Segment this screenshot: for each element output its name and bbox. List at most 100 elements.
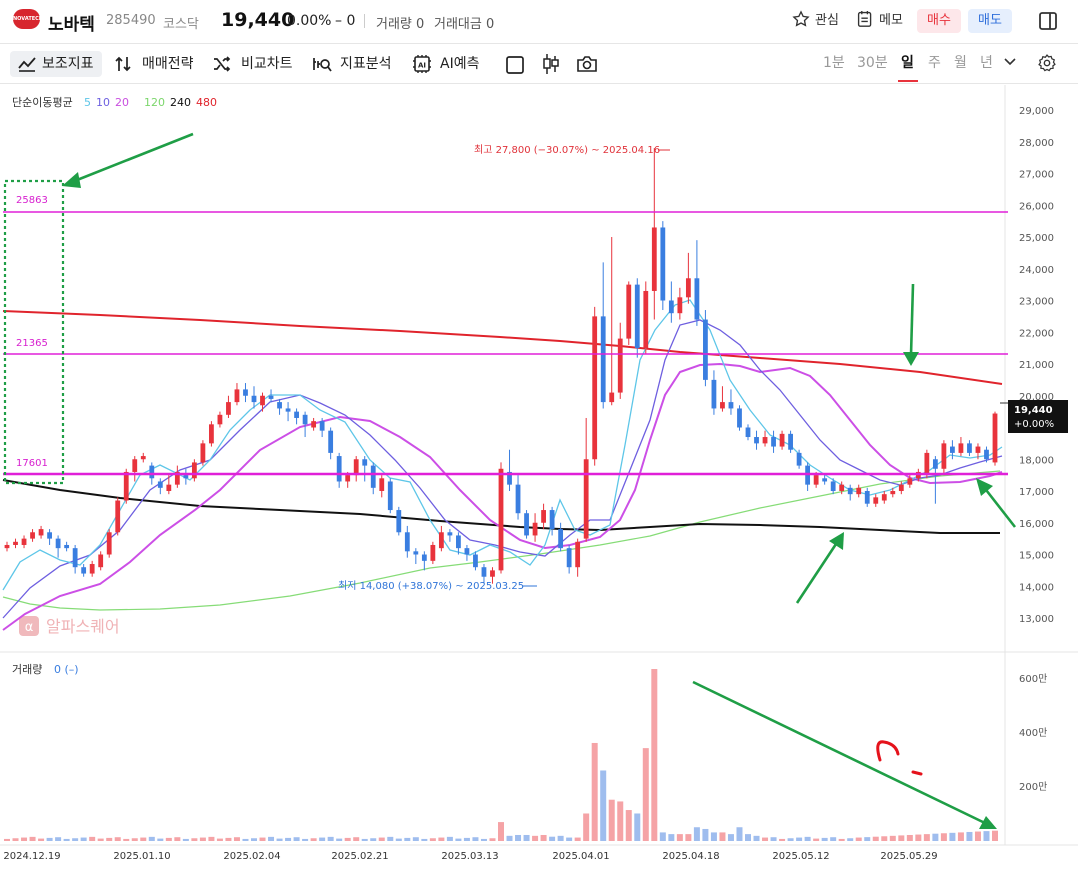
period-1min[interactable]: 1분 [823,55,845,71]
volume-bar [847,838,854,841]
volume-bar [310,838,317,841]
memo-icon[interactable] [857,10,873,28]
current-price-value: 19,440 [1014,405,1053,416]
volume-series [4,669,998,841]
favorite-button[interactable]: 관심 [815,13,839,28]
header-divider [364,14,365,28]
volume-bar [259,837,266,841]
split-layout-icon[interactable] [1038,11,1058,31]
trend-line-icon [18,57,36,72]
volume-bar [157,838,164,841]
volume-bar [702,828,709,841]
period-day[interactable]: 일 [901,55,914,71]
indicator-tool-button[interactable]: 보조지표 [10,51,102,77]
price-tick-label: 15,000 [1019,551,1054,562]
candle-body [984,449,989,460]
square-draw-icon[interactable] [505,55,525,75]
period-year[interactable]: 년 [980,55,993,71]
volume-bar [344,837,351,841]
ma-legend-value: 240 [170,96,191,109]
gear-icon[interactable] [1037,53,1057,73]
candle-body [200,443,206,463]
up-down-arrows-icon [115,56,131,72]
volume-bar [123,838,130,841]
chevron-down-icon[interactable] [1004,57,1016,67]
price-tick-label: 14,000 [1019,582,1054,593]
sell-button[interactable]: 매도 [968,9,1012,33]
stock-code: 285490 [106,13,156,28]
buy-button[interactable]: 매수 [917,9,961,33]
date-tick-label: 2025.04.18 [662,851,719,862]
candle-body [660,227,666,301]
period-week[interactable]: 주 [928,55,941,71]
candle-body [413,551,419,555]
volume-bar [549,836,556,841]
price-chart[interactable]: 29,000 28,000 27,000 26,000 25,000 24,000 23,0… [0,85,1078,874]
analysis-tool-button[interactable]: 지표분석 [311,51,401,77]
candle-body [609,392,615,403]
volume-bar [753,835,760,841]
volume-bar [165,837,172,841]
candle-body [421,554,427,561]
volume-bar [21,837,28,841]
candle-body [507,471,512,485]
ai-predict-button[interactable]: AI AI예측 [411,51,486,77]
volume-legend: 거래량 0 (–) [12,663,79,676]
volume-bar [472,837,479,841]
candle-body [762,437,768,444]
date-tick-label: 2025.03.13 [441,851,498,862]
volume-bar [600,770,607,841]
candle-body [311,421,317,428]
active-period-indicator [898,80,918,82]
volume-bar [523,834,530,841]
price-tick-label: 18,000 [1019,455,1054,466]
star-icon[interactable] [792,10,810,28]
memo-button[interactable]: 메모 [879,13,903,28]
volume-legend-value: 0 (–) [54,663,79,676]
analysis-magnifier-icon [313,58,332,72]
amount-summary: 거래대금 0 [434,17,495,32]
candle-body [387,481,393,511]
candle-body [328,430,334,453]
candle-body [788,433,793,450]
ma-legend-values: 5 10 20 120 240 480 [84,96,217,109]
arrow-to-support [981,485,1017,528]
camera-icon[interactable] [576,54,598,74]
volume-bar [932,833,939,841]
compare-tool-button[interactable]: 비교차트 [212,51,302,77]
volume-bar [4,838,10,841]
volume-bar [557,835,564,841]
candle-body [243,389,248,396]
price-tick-label: 24,000 [1019,265,1054,276]
volume-bar [864,837,871,841]
volume-bar [625,810,632,841]
stock-change-pct: 0.00% [287,13,332,29]
hand-drawn-mark [876,740,923,776]
volume-summary: 거래량 0 [376,17,425,32]
ma-10-line [2,319,1003,619]
volume-bar [489,838,496,841]
date-tick-label: 2025.02.04 [223,851,280,862]
date-tick-label: 2024.12.19 [3,851,60,862]
level-label-21365: 21365 [16,338,48,349]
ai-chip-icon: AI [413,55,431,73]
candle-body [260,395,265,406]
arrow-to-levels-head [62,172,81,188]
price-tick-label: 22,000 [1019,328,1054,339]
stock-market: 코스닥 [163,17,199,32]
volume-bar [659,832,666,841]
candle-body [958,443,964,453]
period-30min[interactable]: 30분 [857,55,888,71]
volume-bar [208,836,215,841]
volume-bar [693,827,700,841]
arrow-to-ma240-head [829,532,844,550]
volume-bar [131,838,138,841]
period-month[interactable]: 월 [954,55,967,71]
price-tick-label: 28,000 [1019,138,1054,149]
candlestick-icon[interactable] [541,53,561,75]
strategy-tool-button[interactable]: 매매전략 [114,51,204,77]
volume-bar [915,834,922,841]
volume-bar [634,813,641,841]
candle-body [728,402,734,409]
volume-bar [55,837,62,841]
